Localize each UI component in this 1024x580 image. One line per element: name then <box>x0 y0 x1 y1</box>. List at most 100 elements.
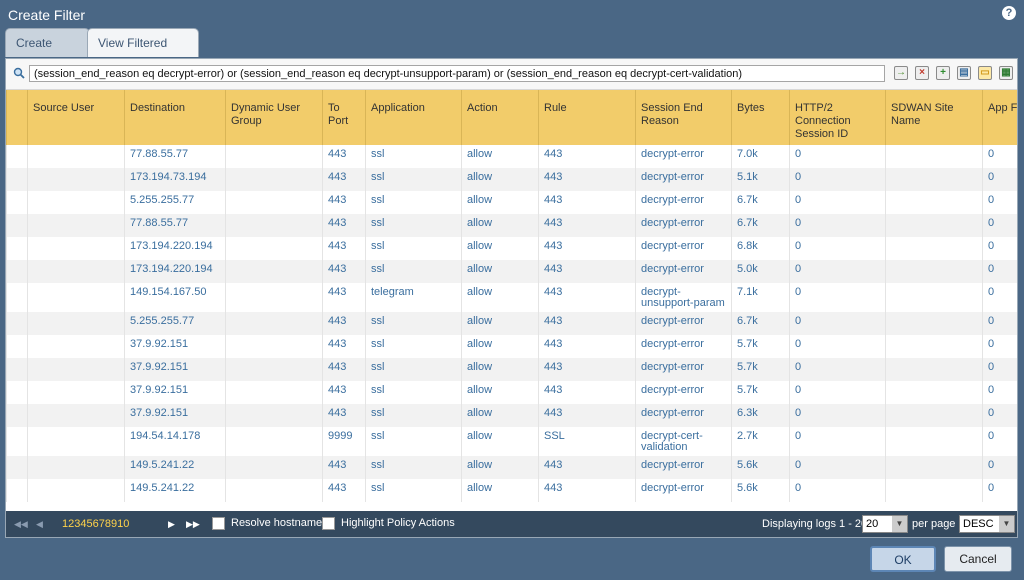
cell-rule[interactable]: SSL <box>538 427 635 456</box>
load-filter-icon[interactable]: ▭ <box>978 66 992 80</box>
table-row[interactable]: 149.5.241.22 443 ssl allow 443 decrypt-error 5… <box>6 456 1017 479</box>
save-filter-icon[interactable]: ▤ <box>957 66 971 80</box>
help-icon[interactable]: ? <box>1002 6 1016 20</box>
table-row[interactable]: 173.194.73.194 443 ssl allow 443 decrypt-erro… <box>6 168 1017 191</box>
cell-application[interactable]: ssl <box>365 191 461 214</box>
table-row[interactable]: 37.9.92.151 443 ssl allow 443 decrypt-error 5.… <box>6 335 1017 358</box>
cell-destination[interactable]: 194.54.14.178 <box>124 427 225 456</box>
cell-application[interactable]: ssl <box>365 168 461 191</box>
cell-rule[interactable]: 443 <box>538 358 635 381</box>
cell-application[interactable]: ssl <box>365 335 461 358</box>
col-header-session-end-reason[interactable]: Session End Reason <box>635 90 731 145</box>
cell-application[interactable]: ssl <box>365 260 461 283</box>
cell-rule[interactable]: 443 <box>538 168 635 191</box>
table-row[interactable]: 77.88.55.77 443 ssl allow 443 decrypt-error 6.… <box>6 214 1017 237</box>
cell-application[interactable]: ssl <box>365 358 461 381</box>
table-row[interactable]: 5.255.255.77 443 ssl allow 443 decrypt-error 6… <box>6 191 1017 214</box>
cell-application[interactable]: ssl <box>365 456 461 479</box>
col-header-application[interactable]: Application <box>365 90 461 145</box>
cell-rule[interactable]: 443 <box>538 237 635 260</box>
col-header-action[interactable]: Action <box>461 90 538 145</box>
cell-destination[interactable]: 37.9.92.151 <box>124 335 225 358</box>
cell-destination[interactable]: 149.5.241.22 <box>124 479 225 502</box>
page-link[interactable]: 6 <box>92 518 99 530</box>
add-filter-icon[interactable]: + <box>936 66 950 80</box>
cell-application[interactable]: ssl <box>365 404 461 427</box>
table-row[interactable]: 149.5.241.22 443 ssl allow 443 decrypt-error 5… <box>6 479 1017 502</box>
table-row[interactable]: 37.9.92.151 443 ssl allow 443 decrypt-error 5.… <box>6 381 1017 404</box>
cancel-button[interactable]: Cancel <box>944 546 1012 572</box>
col-header-row-select[interactable] <box>6 90 27 145</box>
tab-view-filtered-logs[interactable]: View Filtered Logs <box>87 28 199 78</box>
ok-button[interactable]: OK <box>870 546 936 572</box>
cell-application[interactable]: ssl <box>365 427 461 456</box>
cell-rule[interactable]: 443 <box>538 214 635 237</box>
page-link[interactable]: 1 <box>62 518 69 530</box>
cell-destination[interactable]: 77.88.55.77 <box>124 214 225 237</box>
col-header-dynamic-user-group[interactable]: Dynamic User Group <box>225 90 322 145</box>
col-header-http2-session-id[interactable]: HTTP/2 Connection Session ID <box>789 90 885 145</box>
table-row[interactable]: 149.154.167.50 443 telegram allow 443 decrypt… <box>6 283 1017 312</box>
table-row[interactable]: 194.54.14.178 9999 ssl allow SSL decrypt-cert… <box>6 427 1017 456</box>
cell-application[interactable]: ssl <box>365 145 461 168</box>
per-page-select[interactable]: 20 ▼ <box>862 515 908 533</box>
col-header-app-flags[interactable]: App Fla <box>982 90 1017 145</box>
cell-destination[interactable]: 173.194.220.194 <box>124 237 225 260</box>
cell-rule[interactable]: 443 <box>538 456 635 479</box>
highlight-policy-checkbox[interactable] <box>322 517 335 530</box>
filter-input[interactable]: (session_end_reason eq decrypt-error) or… <box>29 65 885 82</box>
resolve-hostname-checkbox[interactable] <box>212 517 225 530</box>
page-link[interactable]: 5 <box>86 518 93 530</box>
cell-application[interactable]: ssl <box>365 479 461 502</box>
sort-order-select[interactable]: DESC ▼ <box>959 515 1015 533</box>
cell-rule[interactable]: 443 <box>538 404 635 427</box>
col-header-to-port[interactable]: To Port <box>322 90 365 145</box>
cell-destination[interactable]: 173.194.220.194 <box>124 260 225 283</box>
col-header-destination[interactable]: Destination <box>124 90 225 145</box>
page-link[interactable]: 10 <box>117 518 130 530</box>
table-row[interactable]: 37.9.92.151 443 ssl allow 443 decrypt-error 6.… <box>6 404 1017 427</box>
last-page-icon[interactable]: ▶▶ <box>186 519 200 529</box>
cell-application[interactable]: telegram <box>365 283 461 312</box>
table-row[interactable]: 37.9.92.151 443 ssl allow 443 decrypt-error 5.… <box>6 358 1017 381</box>
cell-destination[interactable]: 149.5.241.22 <box>124 456 225 479</box>
cell-application[interactable]: ssl <box>365 381 461 404</box>
cell-rule[interactable]: 443 <box>538 191 635 214</box>
col-header-bytes[interactable]: Bytes <box>731 90 789 145</box>
next-page-icon[interactable]: ▶ <box>168 519 175 529</box>
prev-page-icon[interactable]: ◀ <box>36 519 43 529</box>
first-page-icon[interactable]: ◀◀ <box>14 519 28 529</box>
cell-destination[interactable]: 5.255.255.77 <box>124 312 225 335</box>
page-link[interactable]: 4 <box>80 518 87 530</box>
tab-create-filter[interactable]: Create Filter <box>5 28 90 78</box>
cell-destination[interactable]: 5.255.255.77 <box>124 191 225 214</box>
cell-rule[interactable]: 443 <box>538 283 635 312</box>
cell-rule[interactable]: 443 <box>538 312 635 335</box>
cell-application[interactable]: ssl <box>365 312 461 335</box>
cell-rule[interactable]: 443 <box>538 260 635 283</box>
page-link[interactable]: 9 <box>111 518 118 530</box>
page-link[interactable]: 8 <box>104 518 111 530</box>
table-row[interactable]: 173.194.220.194 443 ssl allow 443 decrypt-err… <box>6 237 1017 260</box>
cell-destination[interactable]: 37.9.92.151 <box>124 358 225 381</box>
cell-rule[interactable]: 443 <box>538 381 635 404</box>
cell-destination[interactable]: 149.154.167.50 <box>124 283 225 312</box>
cell-application[interactable]: ssl <box>365 214 461 237</box>
clear-filter-icon[interactable]: × <box>915 66 929 80</box>
page-link[interactable]: 7 <box>98 518 105 530</box>
col-header-sdwan-site-name[interactable]: SDWAN Site Name <box>885 90 982 145</box>
page-link[interactable]: 2 <box>68 518 75 530</box>
cell-application[interactable]: ssl <box>365 237 461 260</box>
cell-rule[interactable]: 443 <box>538 335 635 358</box>
table-row[interactable]: 173.194.220.194 443 ssl allow 443 decrypt-err… <box>6 260 1017 283</box>
col-header-source-user[interactable]: Source User <box>27 90 124 145</box>
apply-filter-icon[interactable]: → <box>894 66 908 80</box>
table-row[interactable]: 5.255.255.77 443 ssl allow 443 decrypt-error 6… <box>6 312 1017 335</box>
export-icon[interactable]: ▦ <box>999 66 1013 80</box>
cell-rule[interactable]: 443 <box>538 479 635 502</box>
cell-rule[interactable]: 443 <box>538 145 635 168</box>
cell-destination[interactable]: 173.194.73.194 <box>124 168 225 191</box>
page-link[interactable]: 3 <box>74 518 81 530</box>
table-row[interactable]: 77.88.55.77 443 ssl allow 443 decrypt-error 7.… <box>6 145 1017 168</box>
cell-destination[interactable]: 37.9.92.151 <box>124 404 225 427</box>
